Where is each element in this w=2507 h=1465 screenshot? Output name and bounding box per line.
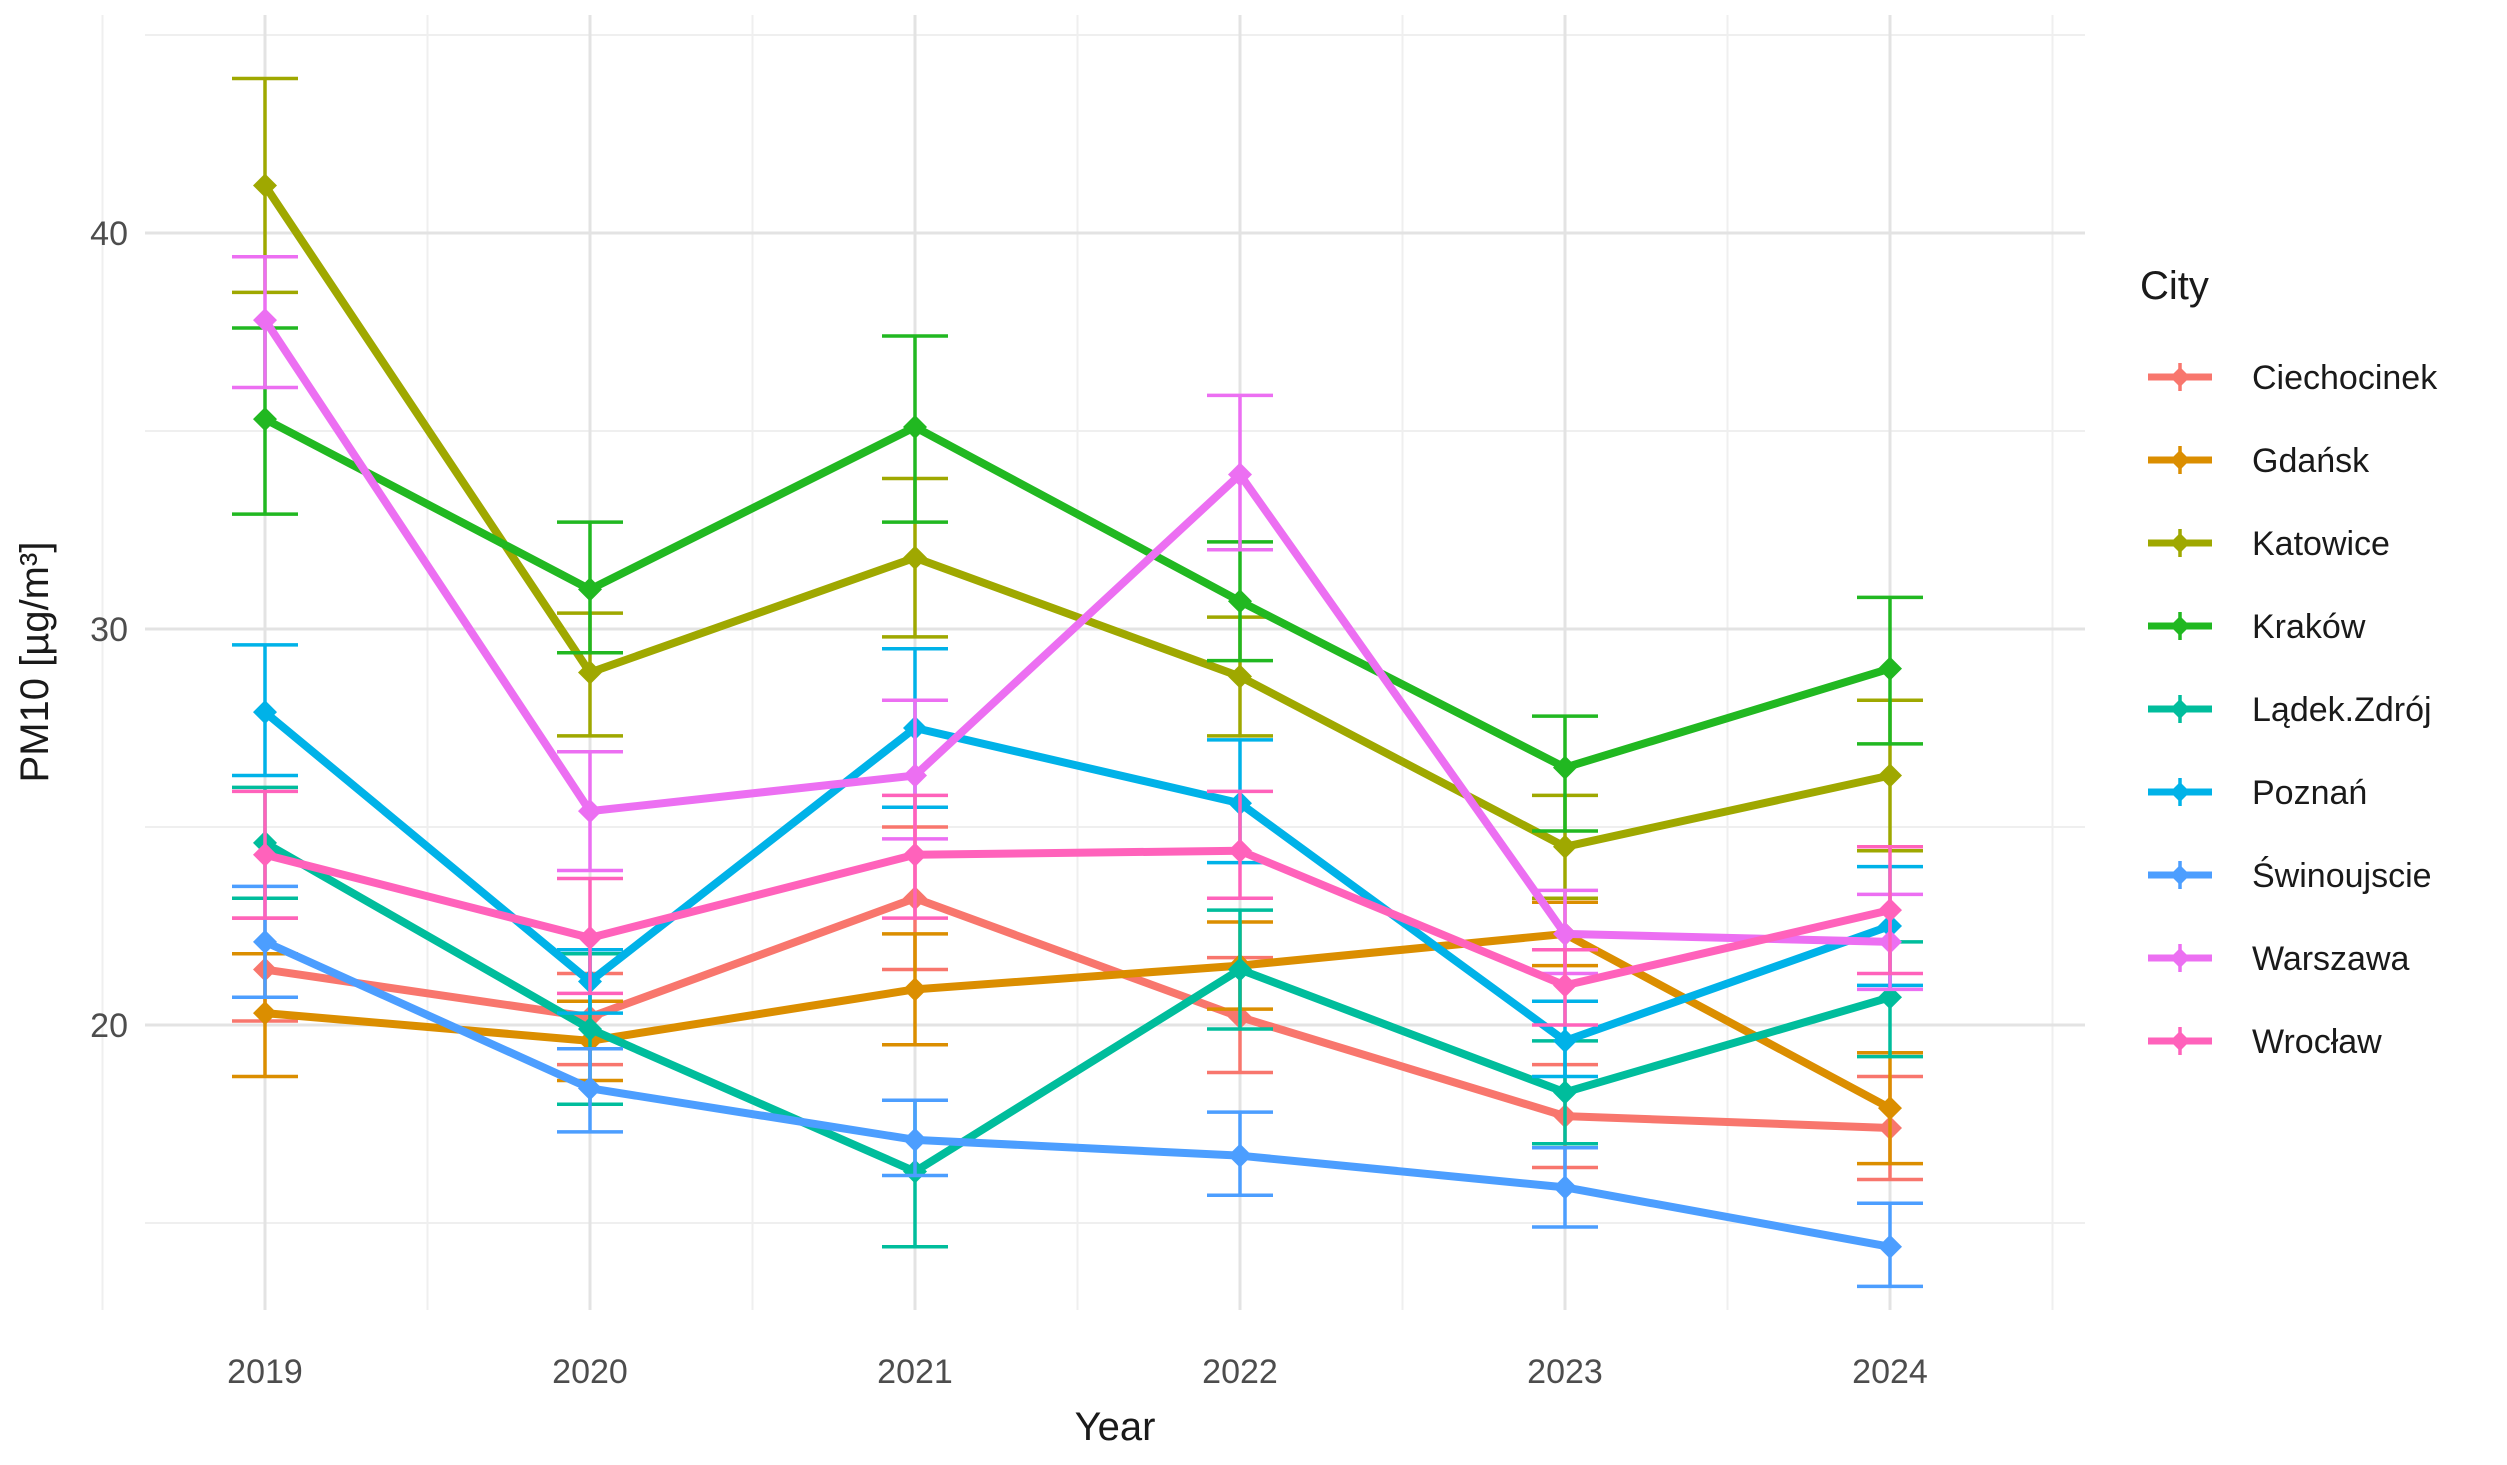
x-tick-label-2021: 2021 [877, 1353, 953, 1391]
legend-item-label: Wrocław [2252, 1023, 2382, 1061]
line-ciechocinek [264, 894, 1891, 1132]
series-krak-w [232, 326, 1923, 833]
point-wroc-aw-2021 [903, 842, 927, 867]
point-krak-w-2020 [578, 577, 602, 602]
line-wroc-aw [264, 846, 1891, 990]
legend-title: City [2140, 264, 2209, 308]
line-pozna [262, 709, 1892, 1045]
x-tick-label-2019: 2019 [227, 1353, 303, 1391]
legend-item-label: Gdańsk [2252, 442, 2370, 480]
legend-key-point [2170, 616, 2190, 636]
point-winoujscie-2024 [1878, 1234, 1902, 1259]
x-tick-label-2020: 2020 [552, 1353, 628, 1391]
point-katowice-2020 [578, 660, 602, 685]
y-axis-tick-labels: 20 30 40 [90, 215, 128, 1045]
legend-item-label: Warszawa [2252, 940, 2410, 978]
y-tick-label-20: 20 [90, 1007, 128, 1045]
point-katowice-2024 [1878, 763, 1902, 788]
legend-key-point [2170, 367, 2190, 387]
legend-item-wroc-aw: Wrocław [2148, 1023, 2382, 1061]
point-l-dek-zdr-j-2022 [1228, 957, 1252, 982]
x-tick-label-2023: 2023 [1527, 1353, 1603, 1391]
legend-item-label: Kraków [2252, 608, 2366, 646]
point-l-dek-zdr-j-2020 [578, 1016, 602, 1041]
legend-item-warszawa: Warszawa [2148, 940, 2410, 978]
legend-item-katowice: Katowice [2148, 525, 2390, 563]
legend-key-point [2170, 699, 2190, 719]
point-l-dek-zdr-j-2023 [1553, 1080, 1577, 1105]
legend-key-point [2170, 948, 2190, 968]
point-l-dek-zdr-j-2024 [1878, 985, 1902, 1010]
point-winoujscie-2021 [903, 1127, 927, 1152]
point-katowice-2023 [1553, 834, 1577, 859]
legend-item-ciechocinek: Ciechocinek [2148, 359, 2438, 397]
legend-key-point [2170, 865, 2190, 885]
y-axis-title: PM10 [µg/m³] [13, 542, 57, 783]
point-katowice-2019 [253, 173, 277, 198]
series-layer [232, 76, 1923, 1289]
point-warszawa-2020 [578, 799, 602, 824]
line-katowice [261, 183, 1891, 851]
point-warszawa-2022 [1228, 462, 1252, 487]
y-tick-label-40: 40 [90, 215, 128, 253]
point-wroc-aw-2022 [1228, 838, 1252, 863]
legend-item-gda-sk: Gdańsk [2148, 442, 2370, 480]
legend-key-point [2170, 782, 2190, 802]
legend-key-point [2170, 450, 2190, 470]
point-gda-sk-2021 [903, 977, 927, 1002]
legend-item-label: Lądek.Zdrój [2252, 691, 2432, 729]
point-krak-w-2022 [1228, 589, 1252, 614]
legend-item-label: Katowice [2252, 525, 2390, 563]
line-gda-sk [264, 929, 1892, 1112]
line-krak-w [263, 415, 1892, 772]
legend-item-label: Świnoujscie [2252, 856, 2432, 895]
legend-item-label: Ciechocinek [2252, 359, 2438, 397]
legend: City Ciechocinek Gdańsk Katowice Kraków Ląde… [2140, 264, 2438, 1061]
legend-item-label: Poznań [2252, 774, 2367, 812]
series-winoujscie [232, 884, 1923, 1289]
point-krak-w-2021 [903, 415, 927, 440]
point-pozna-2019 [253, 700, 277, 725]
legend-item-pozna: Poznań [2148, 774, 2367, 812]
point-krak-w-2023 [1553, 755, 1577, 780]
line-warszawa [261, 317, 1891, 946]
point-warszawa-2023 [1553, 921, 1577, 946]
gridlines [101, 15, 2085, 1310]
point-gda-sk-2024 [1878, 1096, 1902, 1121]
point-winoujscie-2022 [1228, 1143, 1252, 1168]
x-tick-label-2024: 2024 [1852, 1353, 1928, 1391]
series-wroc-aw [232, 789, 1923, 1027]
x-axis-title: Year [1075, 1405, 1156, 1449]
point-gda-sk-2019 [253, 1001, 277, 1026]
point-wroc-aw-2020 [578, 925, 602, 950]
point-katowice-2022 [1228, 664, 1252, 689]
line-l-dek-zdr-j [263, 839, 1892, 1176]
legend-key-point [2170, 1031, 2190, 1051]
point-krak-w-2024 [1878, 656, 1902, 681]
legend-item-winoujscie: Świnoujscie [2148, 856, 2432, 895]
y-tick-label-30: 30 [90, 611, 128, 649]
point-katowice-2021 [903, 545, 927, 570]
x-axis-tick-labels: 2019 2020 2021 2022 2023 2024 [227, 1353, 1928, 1391]
point-winoujscie-2023 [1553, 1175, 1577, 1200]
point-winoujscie-2020 [578, 1076, 602, 1101]
line-winoujscie [263, 938, 1891, 1251]
point-wroc-aw-2019 [253, 842, 277, 867]
legend-item-krak-w: Kraków [2148, 608, 2366, 646]
legend-item-l-dek-zdr-j: Lądek.Zdrój [2148, 691, 2432, 729]
point-wroc-aw-2024 [1878, 898, 1902, 923]
point-krak-w-2019 [253, 407, 277, 432]
point-warszawa-2021 [903, 763, 927, 788]
series-warszawa [232, 255, 1923, 992]
point-wroc-aw-2023 [1553, 973, 1577, 998]
x-tick-label-2022: 2022 [1202, 1353, 1278, 1391]
point-pozna-2023 [1553, 1028, 1577, 1053]
point-winoujscie-2019 [253, 929, 277, 954]
point-warszawa-2019 [253, 308, 277, 333]
legend-items: Ciechocinek Gdańsk Katowice Kraków Lądek.Zdr… [2148, 359, 2438, 1061]
legend-key-point [2170, 533, 2190, 553]
